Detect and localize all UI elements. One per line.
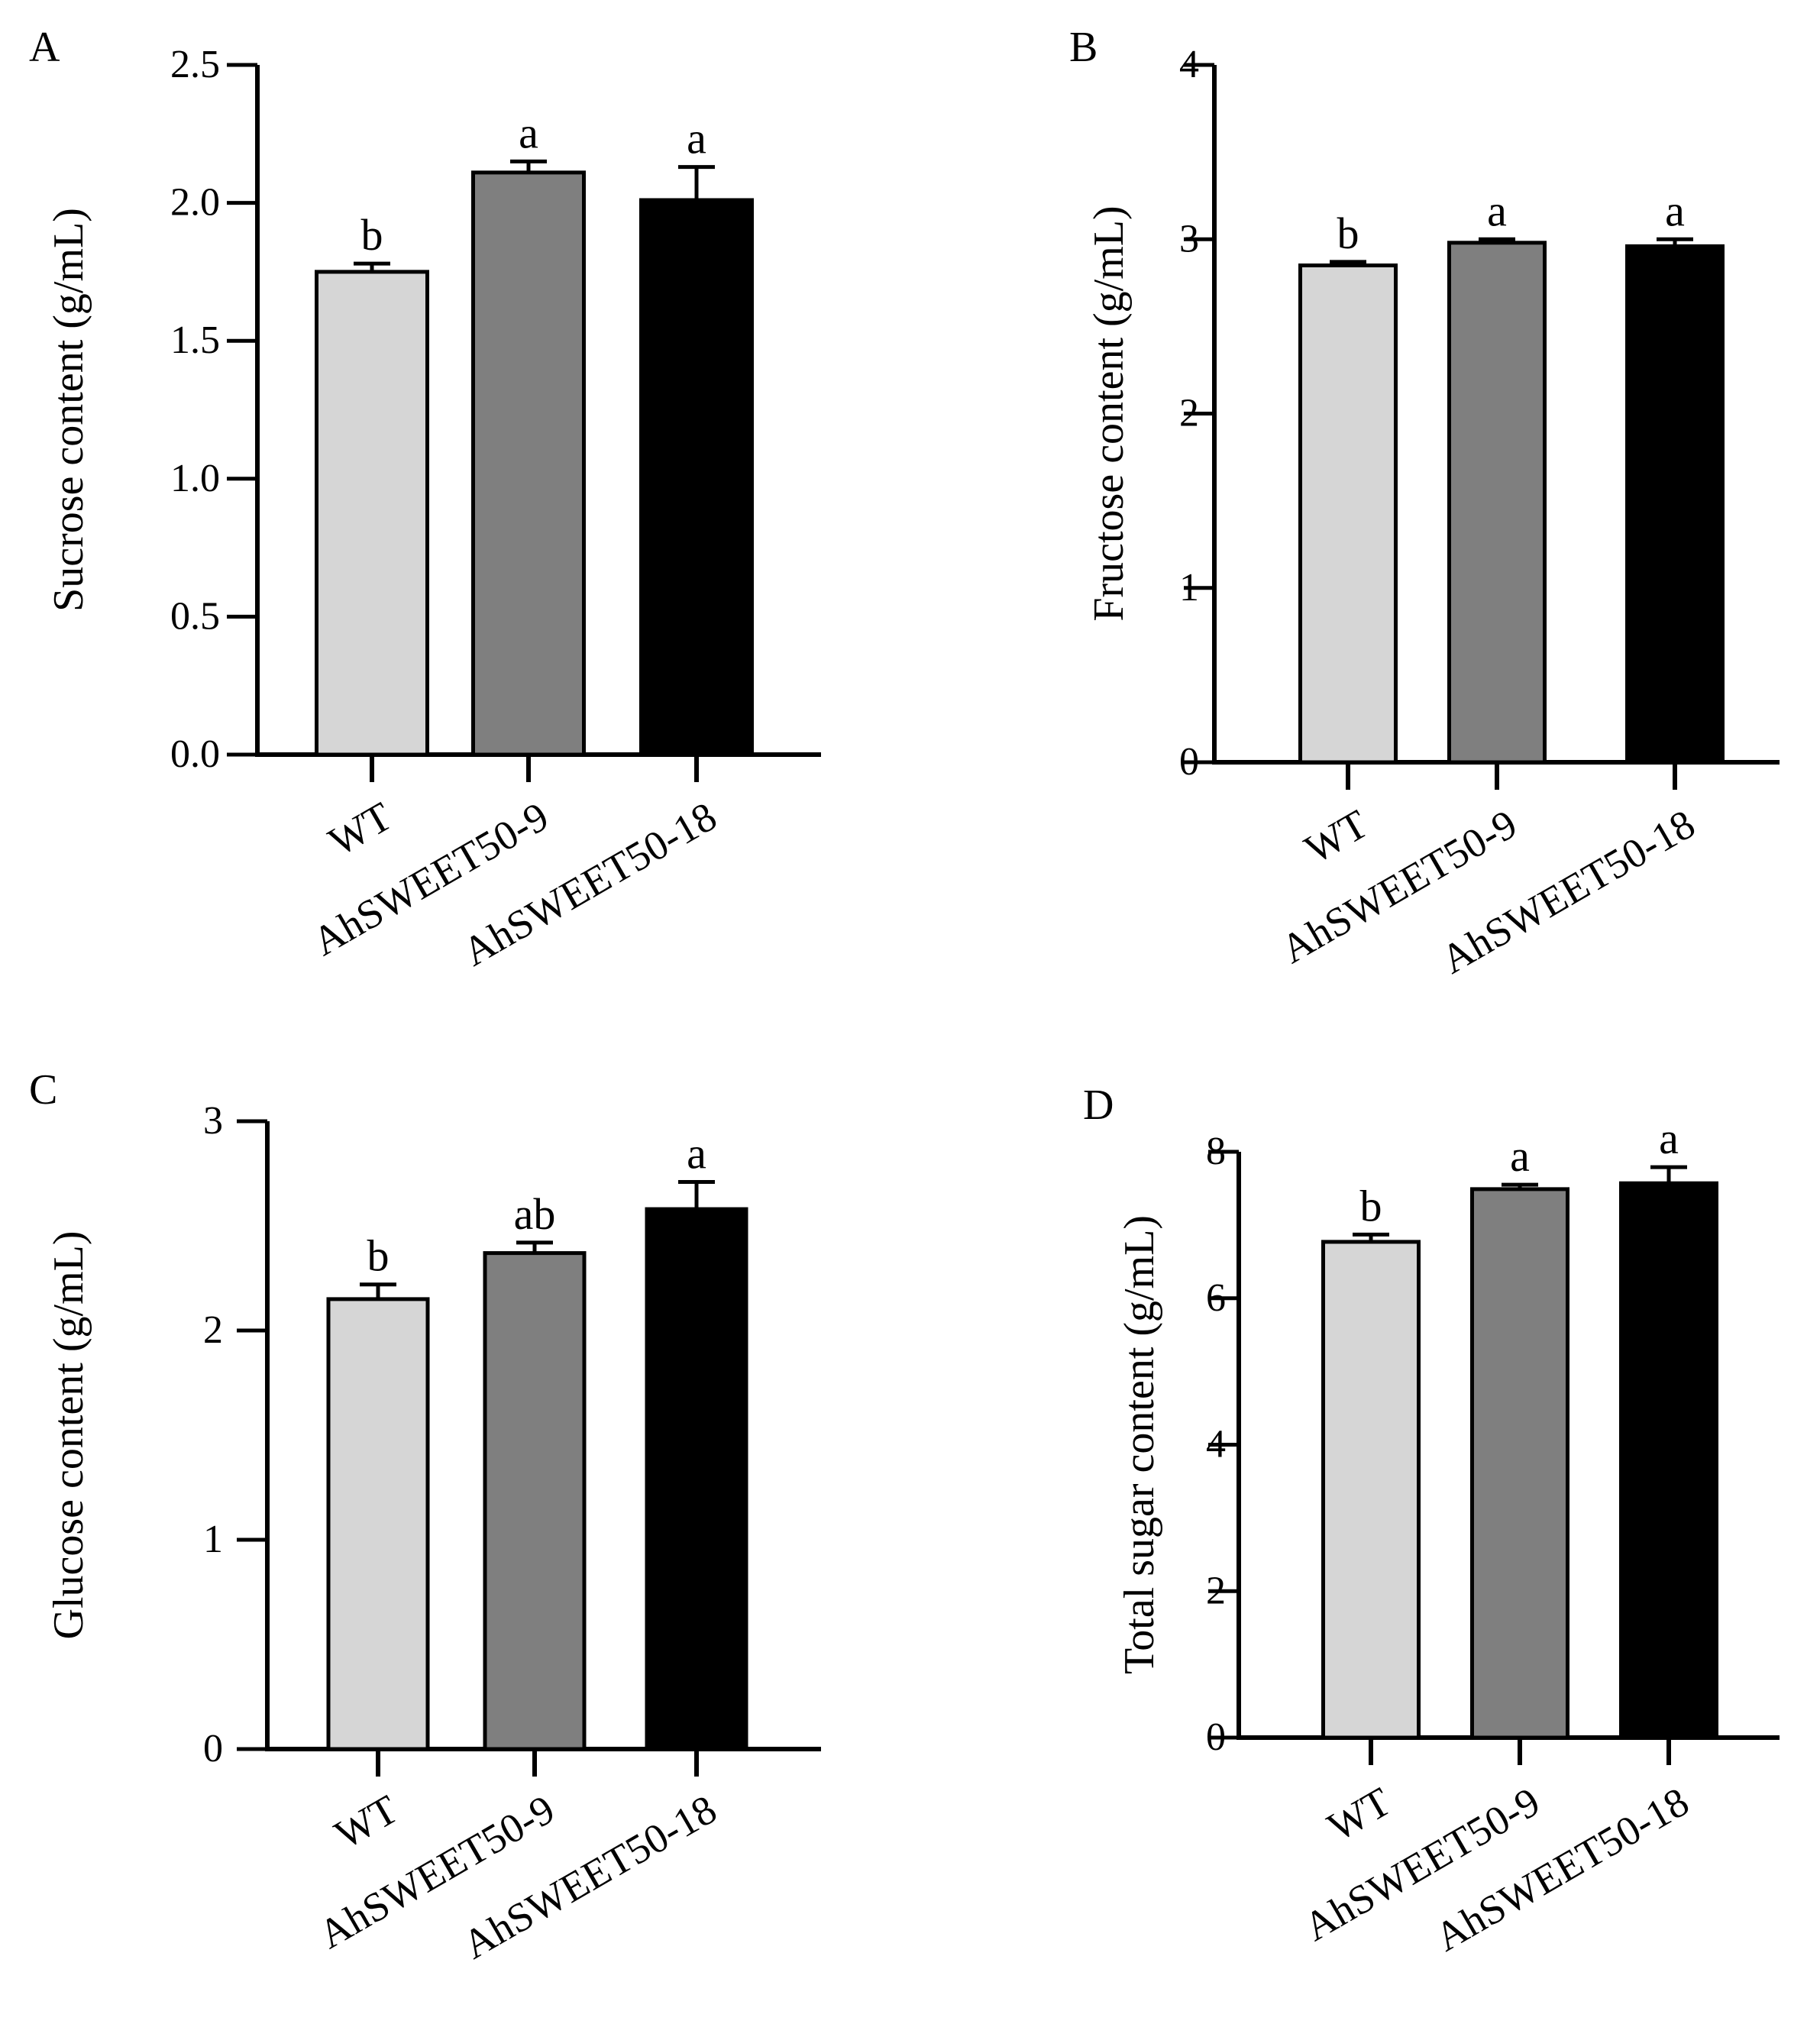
y-tick-label: 0 [1206, 1715, 1226, 1759]
panel-D: D 0 2 4 6 8 Total sugar content (g/mL) b WT a AhSW… [1083, 1082, 1780, 1960]
bar-ahsweet50-9 [483, 1251, 587, 1751]
bar-ahsweet50-18 [645, 1207, 748, 1751]
y-tick-label: 2 [1206, 1569, 1226, 1612]
y-tick-label: 3 [203, 1099, 223, 1143]
y-tick-label: 2 [203, 1308, 223, 1352]
y-tick-label: 4 [1206, 1423, 1226, 1466]
bar-wt [315, 270, 429, 757]
x-category-label: AhSWEET50-18 [1427, 1778, 1696, 1960]
significance-letter: a [687, 1128, 706, 1178]
y-tick-label: 2 [1179, 392, 1199, 435]
y-tick-label: 0 [203, 1727, 223, 1770]
panel-label: D [1083, 1082, 1114, 1129]
panel-label: C [29, 1066, 57, 1114]
y-tick-label: 0.5 [170, 594, 220, 638]
panel-label: B [1069, 24, 1097, 71]
significance-letter: a [1665, 186, 1685, 235]
y-tick-label: 1.0 [170, 457, 220, 500]
y-tick-label: 4 [1179, 43, 1199, 86]
y-tick-label: 2.5 [170, 43, 220, 86]
panel-label: A [29, 24, 60, 71]
y-tick-label: 0.0 [170, 732, 220, 776]
y-axis-label: Total sugar content (g/mL) [1116, 1215, 1163, 1674]
panel-A: A 0.0 0.5 1.0 1.5 2.0 2.5 Sucrose content (g/mL… [29, 24, 821, 975]
significance-letter: a [687, 114, 706, 163]
significance-letter: a [519, 108, 538, 157]
y-tick-label: 3 [1179, 217, 1199, 260]
y-tick-label: 6 [1206, 1276, 1226, 1320]
y-axis-label: Sucrose content (g/mL) [45, 208, 92, 612]
y-tick-label: 1 [1179, 566, 1199, 609]
y-axis-label: Glucose content (g/mL) [45, 1231, 92, 1640]
bar-ahsweet50-9 [1447, 241, 1547, 765]
bar-ahsweet50-18 [1619, 1181, 1718, 1740]
x-category-label: WT [1297, 800, 1376, 872]
significance-letter: b [1337, 209, 1359, 258]
significance-letter: b [367, 1231, 390, 1281]
y-tick-label: 0 [1179, 740, 1199, 784]
significance-letter: a [1659, 1114, 1679, 1163]
y-tick-label: 8 [1206, 1130, 1226, 1173]
x-category-label: WT [1320, 1778, 1398, 1850]
significance-letter: b [361, 210, 383, 260]
significance-letter: a [1510, 1131, 1530, 1181]
bar-ahsweet50-9 [471, 170, 586, 757]
bar-wt [1298, 263, 1398, 765]
bar-wt [326, 1297, 430, 1751]
bar-ahsweet50-18 [1625, 244, 1725, 765]
bar-wt [1321, 1240, 1421, 1740]
bar-ahsweet50-9 [1470, 1187, 1569, 1740]
y-tick-label: 1 [203, 1518, 223, 1561]
y-tick-label: 1.5 [170, 318, 220, 362]
bar-ahsweet50-18 [639, 198, 754, 757]
significance-letter: b [1360, 1181, 1382, 1230]
y-tick-label: 2.0 [170, 181, 220, 225]
x-category-label: WT [321, 793, 399, 865]
y-axis-label: Fructose content (g/mL) [1085, 205, 1133, 621]
significance-letter: a [1487, 186, 1507, 235]
significance-letter: ab [514, 1189, 556, 1239]
x-category-label: WT [327, 1786, 406, 1858]
